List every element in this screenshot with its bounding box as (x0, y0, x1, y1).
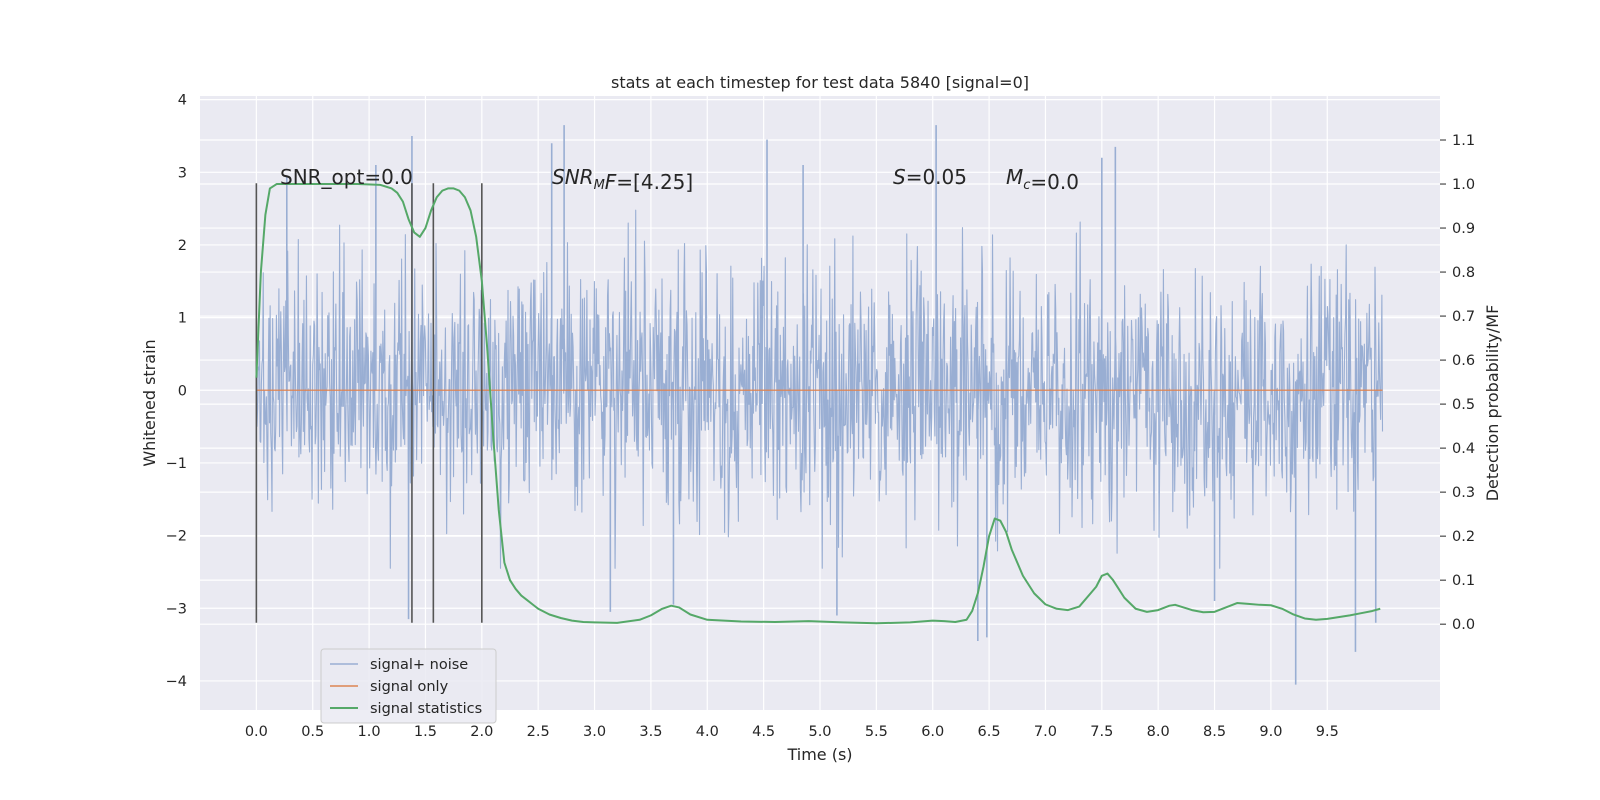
y2-tick-label: 1.0 (1452, 177, 1475, 193)
legend-label: signal statistics (370, 701, 482, 717)
y-tick-label: 1 (178, 311, 187, 327)
y-tick-label: −3 (166, 601, 187, 617)
y-tick-label: −1 (166, 456, 187, 472)
snr-mf-annotation: SNRMF=[4.25] (552, 165, 693, 194)
y2-axis-title: Detection probability/MF (1483, 305, 1502, 502)
x-tick-label: 8.5 (1203, 724, 1226, 740)
y2-axis-ticks: 0.0 0.1 0.2 0.3 0.4 0.5 0.6 0.7 0.8 0.9 1.0 1.1 (1440, 133, 1475, 633)
y-axis-ticks: −4 −3 −2 −1 0 1 2 3 4 (166, 93, 187, 690)
y-tick-label: 4 (178, 93, 187, 109)
mc-annotation: Mc=0.0 (1006, 165, 1079, 194)
chart-title: stats at each timestep for test data 584… (611, 73, 1029, 92)
y2-tick-label: 1.1 (1452, 133, 1475, 149)
x-tick-label: 4.5 (752, 724, 775, 740)
x-axis-ticks: 0.0 0.5 1.0 1.5 2.0 2.5 3.0 3.5 4.0 4.5 5.0 5.5 6.0 6… (245, 724, 1339, 740)
x-tick-label: 2.5 (527, 724, 550, 740)
y2-tick-label: 0.0 (1452, 617, 1475, 633)
y2-tick-label: 0.2 (1452, 529, 1475, 545)
signal-statistics-series (255, 183, 1381, 625)
x-tick-label: 1.0 (358, 724, 381, 740)
x-tick-label: 2.0 (470, 724, 493, 740)
x-tick-label: 5.5 (865, 724, 888, 740)
snr-opt-annotation: SNR_opt=0.0 (280, 165, 413, 189)
x-tick-label: 7.5 (1090, 724, 1113, 740)
y-tick-label: 0 (178, 383, 187, 399)
s-annotation: S=0.05 (893, 165, 967, 189)
x-tick-label: 0.0 (245, 724, 268, 740)
legend: signal+ noise signal only signal statistic… (320, 648, 497, 724)
y2-tick-label: 0.1 (1452, 573, 1475, 589)
x-tick-label: 9.0 (1259, 724, 1282, 740)
x-tick-label: 4.0 (696, 724, 719, 740)
y2-tick-label: 0.9 (1452, 221, 1475, 237)
x-tick-label: 7.0 (1034, 724, 1057, 740)
y2-tick-label: 0.7 (1452, 309, 1475, 325)
y2-tick-label: 0.3 (1452, 485, 1475, 501)
y2-tick-label: 0.6 (1452, 353, 1475, 369)
y-tick-label: 2 (178, 238, 187, 254)
legend-box (320, 648, 497, 724)
signal-statistics-line (255, 183, 1381, 625)
y2-tick-label: 0.4 (1452, 441, 1475, 457)
y-tick-label: 3 (178, 165, 187, 181)
x-tick-label: 0.5 (301, 724, 324, 740)
x-tick-label: 5.0 (808, 724, 831, 740)
x-tick-label: 8.0 (1147, 724, 1170, 740)
x-axis-title: Time (s) (786, 745, 852, 764)
y2-tick-label: 0.5 (1452, 397, 1475, 413)
x-tick-label: 3.0 (583, 724, 606, 740)
vertical-markers (255, 183, 483, 623)
y-tick-label: −2 (166, 529, 187, 545)
y2-tick-label: 0.8 (1452, 265, 1475, 281)
annotations: SNR_opt=0.0 SNRMF=[4.25] S=0.05 Mc=0.0 (280, 165, 1079, 194)
x-tick-label: 9.5 (1316, 724, 1339, 740)
legend-label: signal+ noise (370, 657, 468, 673)
noise-trace (255, 209, 1384, 569)
x-tick-label: 1.5 (414, 724, 437, 740)
x-tick-label: 6.0 (921, 724, 944, 740)
x-tick-label: 3.5 (639, 724, 662, 740)
legend-label: signal only (370, 679, 449, 695)
y-tick-label: −4 (166, 674, 187, 690)
y-axis-title: Whitened strain (140, 339, 159, 466)
x-tick-label: 6.5 (978, 724, 1001, 740)
